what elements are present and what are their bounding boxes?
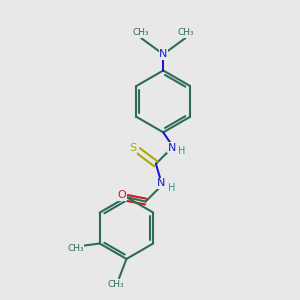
Text: N: N — [157, 178, 165, 188]
Text: S: S — [129, 143, 137, 153]
Text: CH₃: CH₃ — [107, 280, 124, 289]
Text: O: O — [118, 190, 126, 200]
Text: CH₃: CH₃ — [177, 28, 194, 37]
Text: H: H — [167, 183, 175, 193]
Text: N: N — [168, 142, 176, 153]
Text: H: H — [178, 146, 185, 156]
Text: CH₃: CH₃ — [133, 28, 149, 37]
Text: N: N — [159, 49, 167, 59]
Text: CH₃: CH₃ — [67, 244, 84, 253]
